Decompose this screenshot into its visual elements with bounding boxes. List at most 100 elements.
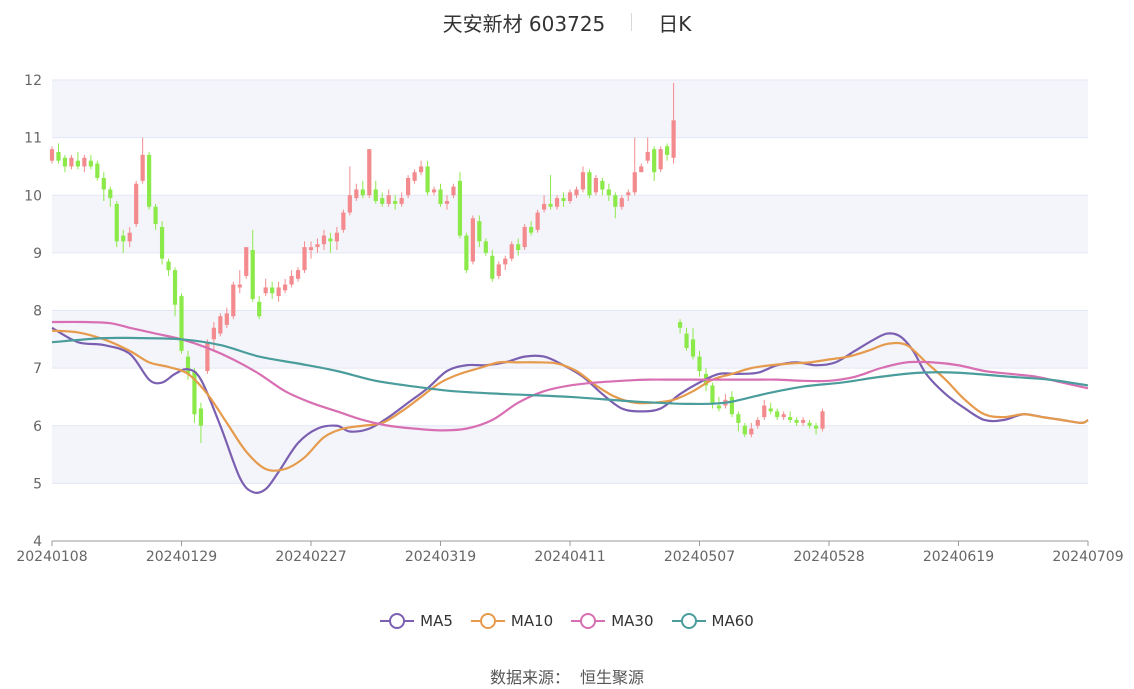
candle-body [593,177,598,193]
legend-item-ma60[interactable]: MA60 [671,612,754,630]
grid-band [52,80,1088,138]
candle-body [159,226,165,259]
candle-body [626,192,631,196]
candle-body [490,255,495,279]
candle-body [658,149,663,170]
candle-body [677,322,683,328]
candle-body [697,356,702,372]
candle-body [716,405,722,409]
legend-label-ma10: MA10 [510,612,554,630]
legend-swatch-ma10 [470,612,505,630]
candle-body [295,270,301,279]
candle-body [218,316,223,334]
candle-body [548,203,553,207]
x-tick-label: 20240129 [146,549,217,565]
x-tick-label: 20240227 [275,549,346,565]
chart-title: 天安新材 603725 [442,11,606,36]
candle-body [121,235,126,242]
candle-body [509,244,514,259]
legend-item-ma5[interactable]: MA5 [380,612,453,630]
candle-body [425,166,430,193]
candle-body [62,157,68,167]
legend-item-ma30[interactable]: MA30 [571,612,654,630]
candle-body [334,232,339,242]
legend-swatch-ma30 [571,612,606,630]
candle-body [632,172,637,193]
candle-body [820,411,825,429]
candle-body [444,201,450,204]
chart-header: 天安新材 603725 日K [0,6,1134,38]
candle-body [567,192,573,202]
candle-body [736,414,741,423]
candle-body [140,154,145,181]
candle-body [554,198,560,207]
candle-body [542,203,547,210]
candle-body [321,235,327,245]
candle-body [503,258,508,265]
y-tick-label: 7 [33,361,42,377]
candle-body [360,189,365,196]
candle-body [729,396,734,415]
candle-body [270,287,275,294]
candle-body [412,172,417,181]
candle-body [768,408,773,412]
legend: MA5 MA10 MA30 MA60 [0,612,1134,630]
candle-body [231,284,236,317]
x-tick-label: 20240528 [793,549,864,565]
legend-swatch-ma60 [671,612,706,630]
candle-body [606,189,611,196]
candle-body [263,287,268,294]
candle-body [75,160,80,167]
y-tick-label: 11 [24,131,42,147]
candle-body [114,203,119,242]
series-line-ma60 [51,336,1089,406]
candle-body [166,261,171,271]
y-tick-label: 5 [33,476,42,492]
candle-body [749,428,754,435]
y-tick-label: 10 [24,188,42,204]
title-divider [631,13,633,31]
grid-band [52,195,1088,253]
candle-body [224,313,229,325]
candle-body [315,244,320,248]
candle-body [561,198,566,202]
candle-body [574,189,579,196]
candle-body [406,177,411,196]
candle-body [244,247,249,276]
candle-body [483,241,488,253]
candle-body [185,356,191,374]
candle-body [781,414,786,418]
candle-body [742,425,747,435]
candle-body [95,163,100,178]
candle-body [451,186,456,196]
y-tick-label: 9 [33,246,42,262]
candle-body [807,422,812,426]
legend-label-ma30: MA30 [611,612,654,630]
candle-body [645,152,650,161]
candle-body [367,149,372,196]
legend-item-ma10[interactable]: MA10 [470,612,554,630]
candle-body [56,152,61,161]
candle-body [289,275,294,285]
candle-body [108,189,113,199]
candle-body [380,198,385,204]
candle-body [710,385,715,403]
candle-body [755,419,760,426]
candle-body [801,419,806,423]
legend-label-ma5: MA5 [420,612,453,630]
candle-body [276,287,281,297]
candle-body [652,149,657,173]
candle-body [438,189,443,204]
candle-body [283,284,288,291]
candle-body [690,339,696,357]
candle-body [580,172,586,190]
legend-label-ma60: MA60 [711,612,754,630]
candle-body [535,212,540,230]
candle-body [516,244,521,250]
candle-body [619,198,624,207]
candle-body [684,333,689,348]
candle-body [600,180,605,190]
source-label: 数据来源： [489,668,570,687]
candle-body [639,166,644,173]
candle-body [399,198,404,204]
